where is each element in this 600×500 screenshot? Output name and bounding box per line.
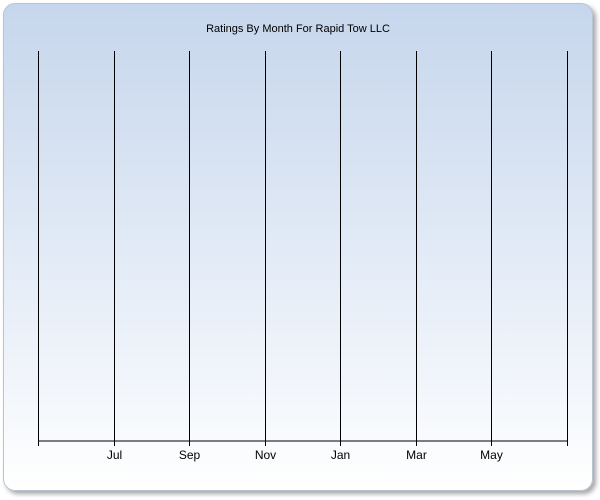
chart-panel: [3, 3, 593, 491]
x-tick-label: May: [480, 448, 503, 462]
x-tick-label: Nov: [255, 448, 276, 462]
chart-title: Ratings By Month For Rapid Tow LLC: [206, 23, 390, 35]
x-tick-label: Mar: [406, 448, 427, 462]
x-tick-label: Sep: [179, 448, 201, 462]
x-tick-label: Jan: [331, 448, 350, 462]
x-tick-label: Jul: [107, 448, 122, 462]
